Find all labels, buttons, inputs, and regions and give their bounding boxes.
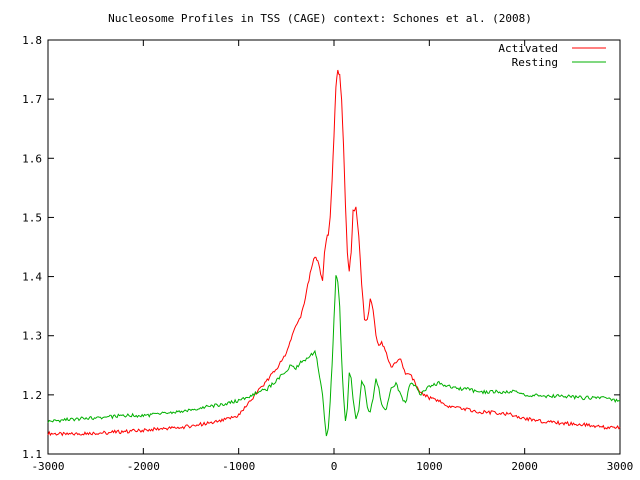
- x-tick-label: 1000: [416, 460, 443, 473]
- y-tick-label: 1.3: [22, 330, 42, 343]
- x-tick-label: 0: [331, 460, 338, 473]
- y-tick-label: 1.4: [22, 271, 42, 284]
- y-tick-label: 1.8: [22, 34, 42, 47]
- chart-title: Nucleosome Profiles in TSS (CAGE) contex…: [108, 12, 532, 25]
- y-tick-label: 1.5: [22, 211, 42, 224]
- series-line-activated: [47, 69, 621, 437]
- x-tick-label: -1000: [222, 460, 255, 473]
- x-tick-label: -2000: [127, 460, 160, 473]
- series-group: [47, 69, 621, 437]
- legend-label-activated: Activated: [498, 42, 558, 55]
- x-tick-label: -3000: [31, 460, 64, 473]
- legend-label-resting: Resting: [512, 56, 558, 69]
- y-tick-label: 1.2: [22, 389, 42, 402]
- y-tick-label: 1.7: [22, 93, 42, 106]
- axis-ticks: -3000 -2000 -1000 0 1000 2000 3000 1.1 1.2 1.3 1.4…: [22, 34, 633, 473]
- x-tick-label: 2000: [511, 460, 538, 473]
- plot-frame: [47, 39, 621, 455]
- series-line-resting: [47, 275, 621, 437]
- x-tick-label: 3000: [607, 460, 634, 473]
- y-tick-label: 1.1: [22, 448, 42, 461]
- y-tick-label: 1.6: [22, 152, 42, 165]
